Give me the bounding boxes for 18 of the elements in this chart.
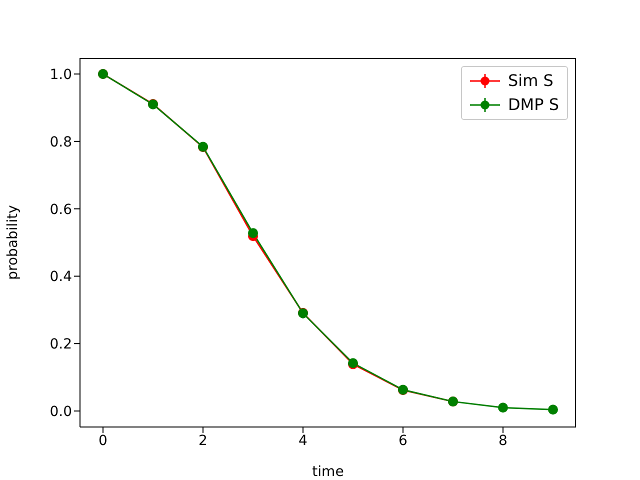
point (548, 404, 558, 415)
point (248, 228, 258, 238)
y-axis-title: probability (4, 205, 21, 280)
x-tick-label: 4 (298, 432, 308, 449)
y-tick-label: 0.2 (50, 336, 72, 353)
x-axis-title: time (312, 464, 344, 480)
y-tick-label: 0.0 (50, 404, 72, 420)
legend-label: Sim S (508, 70, 554, 92)
y-tick-label: 0.6 (50, 202, 72, 218)
x-tick-label: 0 (98, 432, 108, 449)
y-tick-label: 0.8 (50, 134, 72, 150)
x-tick-label: 2 (198, 432, 208, 449)
x-tick-label: 8 (498, 432, 508, 449)
y-tick-label: 0.4 (50, 269, 72, 286)
y-tick-label: 1.0 (50, 66, 72, 83)
x-tick-label: 6 (398, 432, 408, 449)
legend-label: DMP S (508, 94, 559, 116)
point (498, 402, 508, 413)
